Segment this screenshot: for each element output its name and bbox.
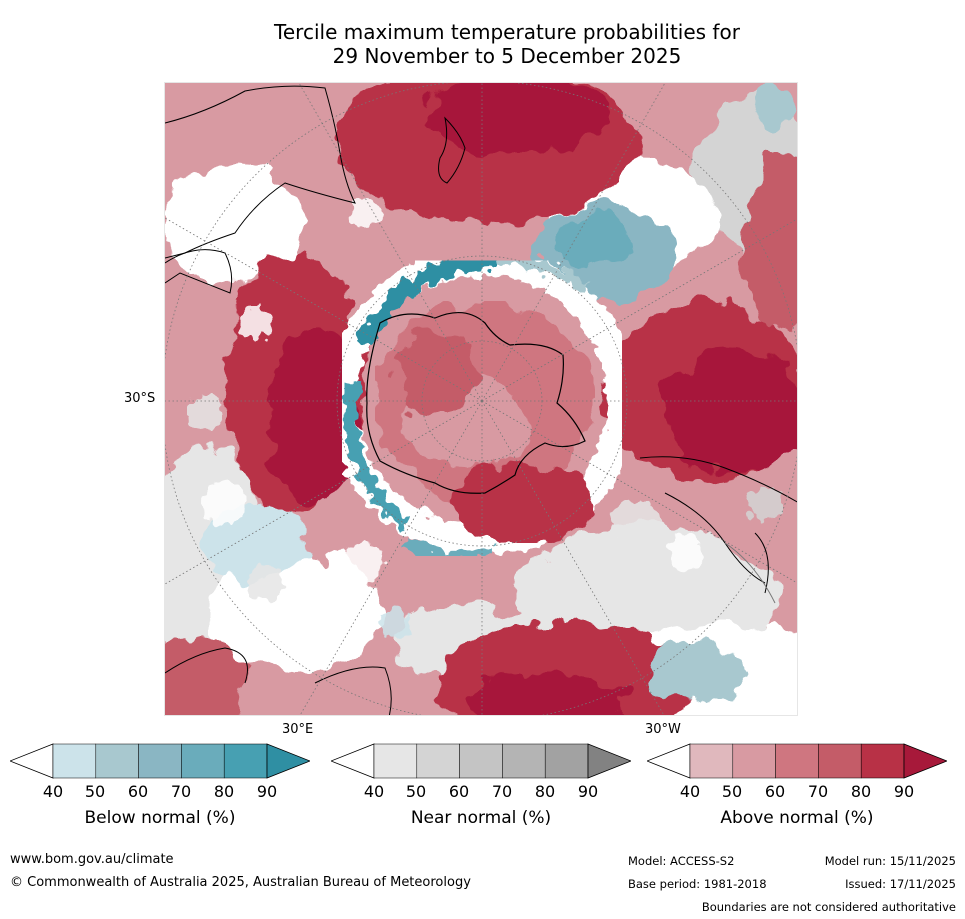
antarctica-coastline: [366, 312, 586, 494]
colorbar-max-triangle: [587, 743, 631, 779]
antarctica-field: [375, 301, 595, 543]
tick-label: 70: [170, 782, 192, 801]
tick-label: 50: [84, 782, 106, 801]
tick-label: 60: [127, 782, 149, 801]
colorbar-segment: [544, 743, 589, 779]
tick-label: 50: [721, 782, 743, 801]
issued-text: Issued: 17/11/2025: [845, 877, 956, 891]
country-border: [724, 542, 776, 604]
colorbar-segment: [416, 743, 460, 779]
colorbar-near-ticks: 40 50 60 70 80 90: [331, 782, 631, 802]
website-link[interactable]: www.bom.gov.au/climate: [10, 852, 174, 867]
southwest-australia-coastline: [165, 249, 233, 294]
colorbar-segment: [459, 743, 503, 779]
tick-label: 40: [42, 782, 64, 801]
colorbar-below-normal: 40 50 60 70 80 90 Below normal (%): [10, 742, 310, 837]
speckle-layer: [187, 198, 783, 639]
colorbar-segment: [689, 743, 734, 779]
colorbar-segment: [95, 743, 139, 779]
colorbar-min-triangle: [331, 743, 375, 779]
tick-label: 40: [679, 782, 701, 801]
tick-label: 50: [405, 782, 427, 801]
copyright-text: © Commonwealth of Australia 2025, Austra…: [10, 875, 471, 890]
colorbar-segment: [52, 743, 97, 779]
colorbar-above-ticks: 40 50 60 70 80 90: [647, 782, 947, 802]
colorbar-segment: [502, 743, 546, 779]
colorbar-max-triangle: [903, 743, 947, 779]
latitude-label-30s: 30°S: [124, 391, 156, 406]
tick-label: 70: [807, 782, 829, 801]
model-run-text: Model run: 15/11/2025: [824, 854, 956, 868]
tick-label: 40: [363, 782, 385, 801]
colorbar-below-ticks: 40 50 60 70 80 90: [10, 782, 310, 802]
base-period-text: Base period: 1981-2018: [628, 877, 767, 891]
colorbar-near-normal: 40 50 60 70 80 90 Near normal (%): [331, 742, 631, 837]
probability-map: [164, 82, 798, 716]
new-zealand-coastline: [438, 116, 466, 184]
colorbar-segment: [860, 743, 905, 779]
colorbar-segment: [818, 743, 862, 779]
colorbar-segment: [138, 743, 182, 779]
africa-coastline: [165, 647, 392, 715]
model-text: Model: ACCESS-S2: [628, 854, 735, 868]
map-title: Tercile maximum temperature probabilitie…: [160, 20, 854, 68]
tick-label: 90: [893, 782, 915, 801]
colorbar-near-title: Near normal (%): [410, 808, 552, 828]
colorbar-above-title: Above normal (%): [720, 808, 874, 828]
longitude-label-30e: 30°E: [282, 722, 314, 737]
tick-label: 60: [764, 782, 786, 801]
colorbar-below-svg: [10, 743, 310, 779]
longitude-label-30w: 30°W: [645, 722, 681, 737]
colorbar-above-svg: [647, 743, 947, 779]
colorbar-above-normal: 40 50 60 70 80 90 Above normal (%): [647, 742, 947, 837]
graticule: [165, 83, 797, 715]
colorbar-max-triangle: [266, 743, 310, 779]
title-line-2: 29 November to 5 December 2025: [332, 44, 682, 68]
colorbar-segment: [373, 743, 418, 779]
australia-coastline: [165, 85, 356, 259]
tick-label: 80: [850, 782, 872, 801]
map-canvas: [165, 83, 797, 715]
title-line-1: Tercile maximum temperature probabilitie…: [274, 20, 740, 44]
tick-label: 70: [491, 782, 513, 801]
colorbar-segment: [181, 743, 225, 779]
colorbar-below-title: Below normal (%): [84, 808, 236, 828]
tick-label: 60: [448, 782, 470, 801]
tick-label: 80: [213, 782, 235, 801]
colorbar-min-triangle: [10, 743, 54, 779]
tick-label: 90: [256, 782, 278, 801]
colorbar-min-triangle: [647, 743, 691, 779]
tick-label: 90: [577, 782, 599, 801]
probability-field: [165, 83, 797, 715]
colorbar-segment: [775, 743, 819, 779]
disclaimer-text: Boundaries are not considered authoritat…: [701, 900, 956, 914]
colorbar-segment: [223, 743, 268, 779]
colorbar-segment: [732, 743, 776, 779]
tick-label: 80: [534, 782, 556, 801]
colorbar-near-svg: [331, 743, 631, 779]
south-america-coastline: [639, 456, 797, 594]
